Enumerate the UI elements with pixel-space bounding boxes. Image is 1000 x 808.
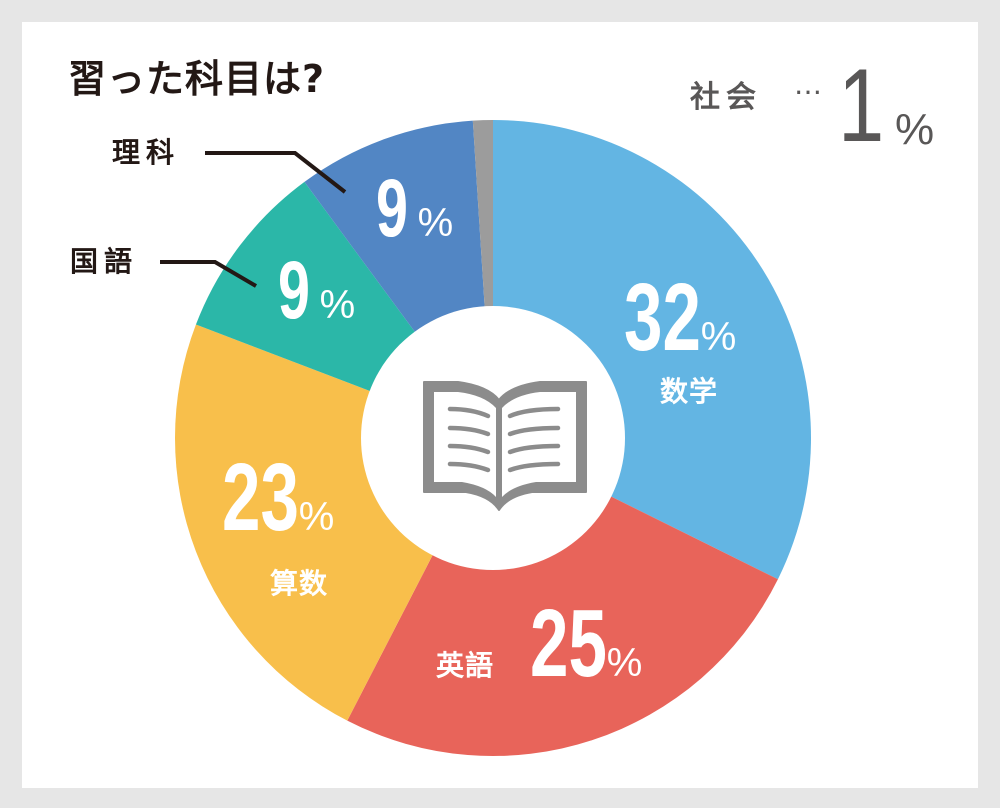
arithmetic-name-label: 算数 bbox=[270, 567, 329, 600]
math-value-label: 32% bbox=[624, 264, 737, 371]
ellipsis: … bbox=[794, 68, 822, 101]
japanese-leader-line bbox=[160, 260, 258, 288]
english-name-label: 英語 bbox=[436, 649, 495, 682]
science-value-label: 9% bbox=[376, 163, 454, 254]
english-value-label: 25% bbox=[530, 590, 643, 697]
chart-title: 習った科目は? bbox=[68, 57, 326, 101]
science-leader-line bbox=[205, 151, 347, 194]
japanese-label: 国語 bbox=[70, 245, 139, 278]
open-book-icon bbox=[423, 381, 587, 511]
arithmetic-value-label: 23% bbox=[222, 444, 335, 551]
social-label: 社会 bbox=[690, 80, 762, 115]
science-label: 理科 bbox=[112, 136, 181, 169]
math-name-label: 数学 bbox=[660, 375, 719, 408]
japanese-value-label: 9% bbox=[278, 245, 356, 336]
social-value: 1 bbox=[838, 48, 885, 164]
social-unit: % bbox=[895, 105, 935, 154]
